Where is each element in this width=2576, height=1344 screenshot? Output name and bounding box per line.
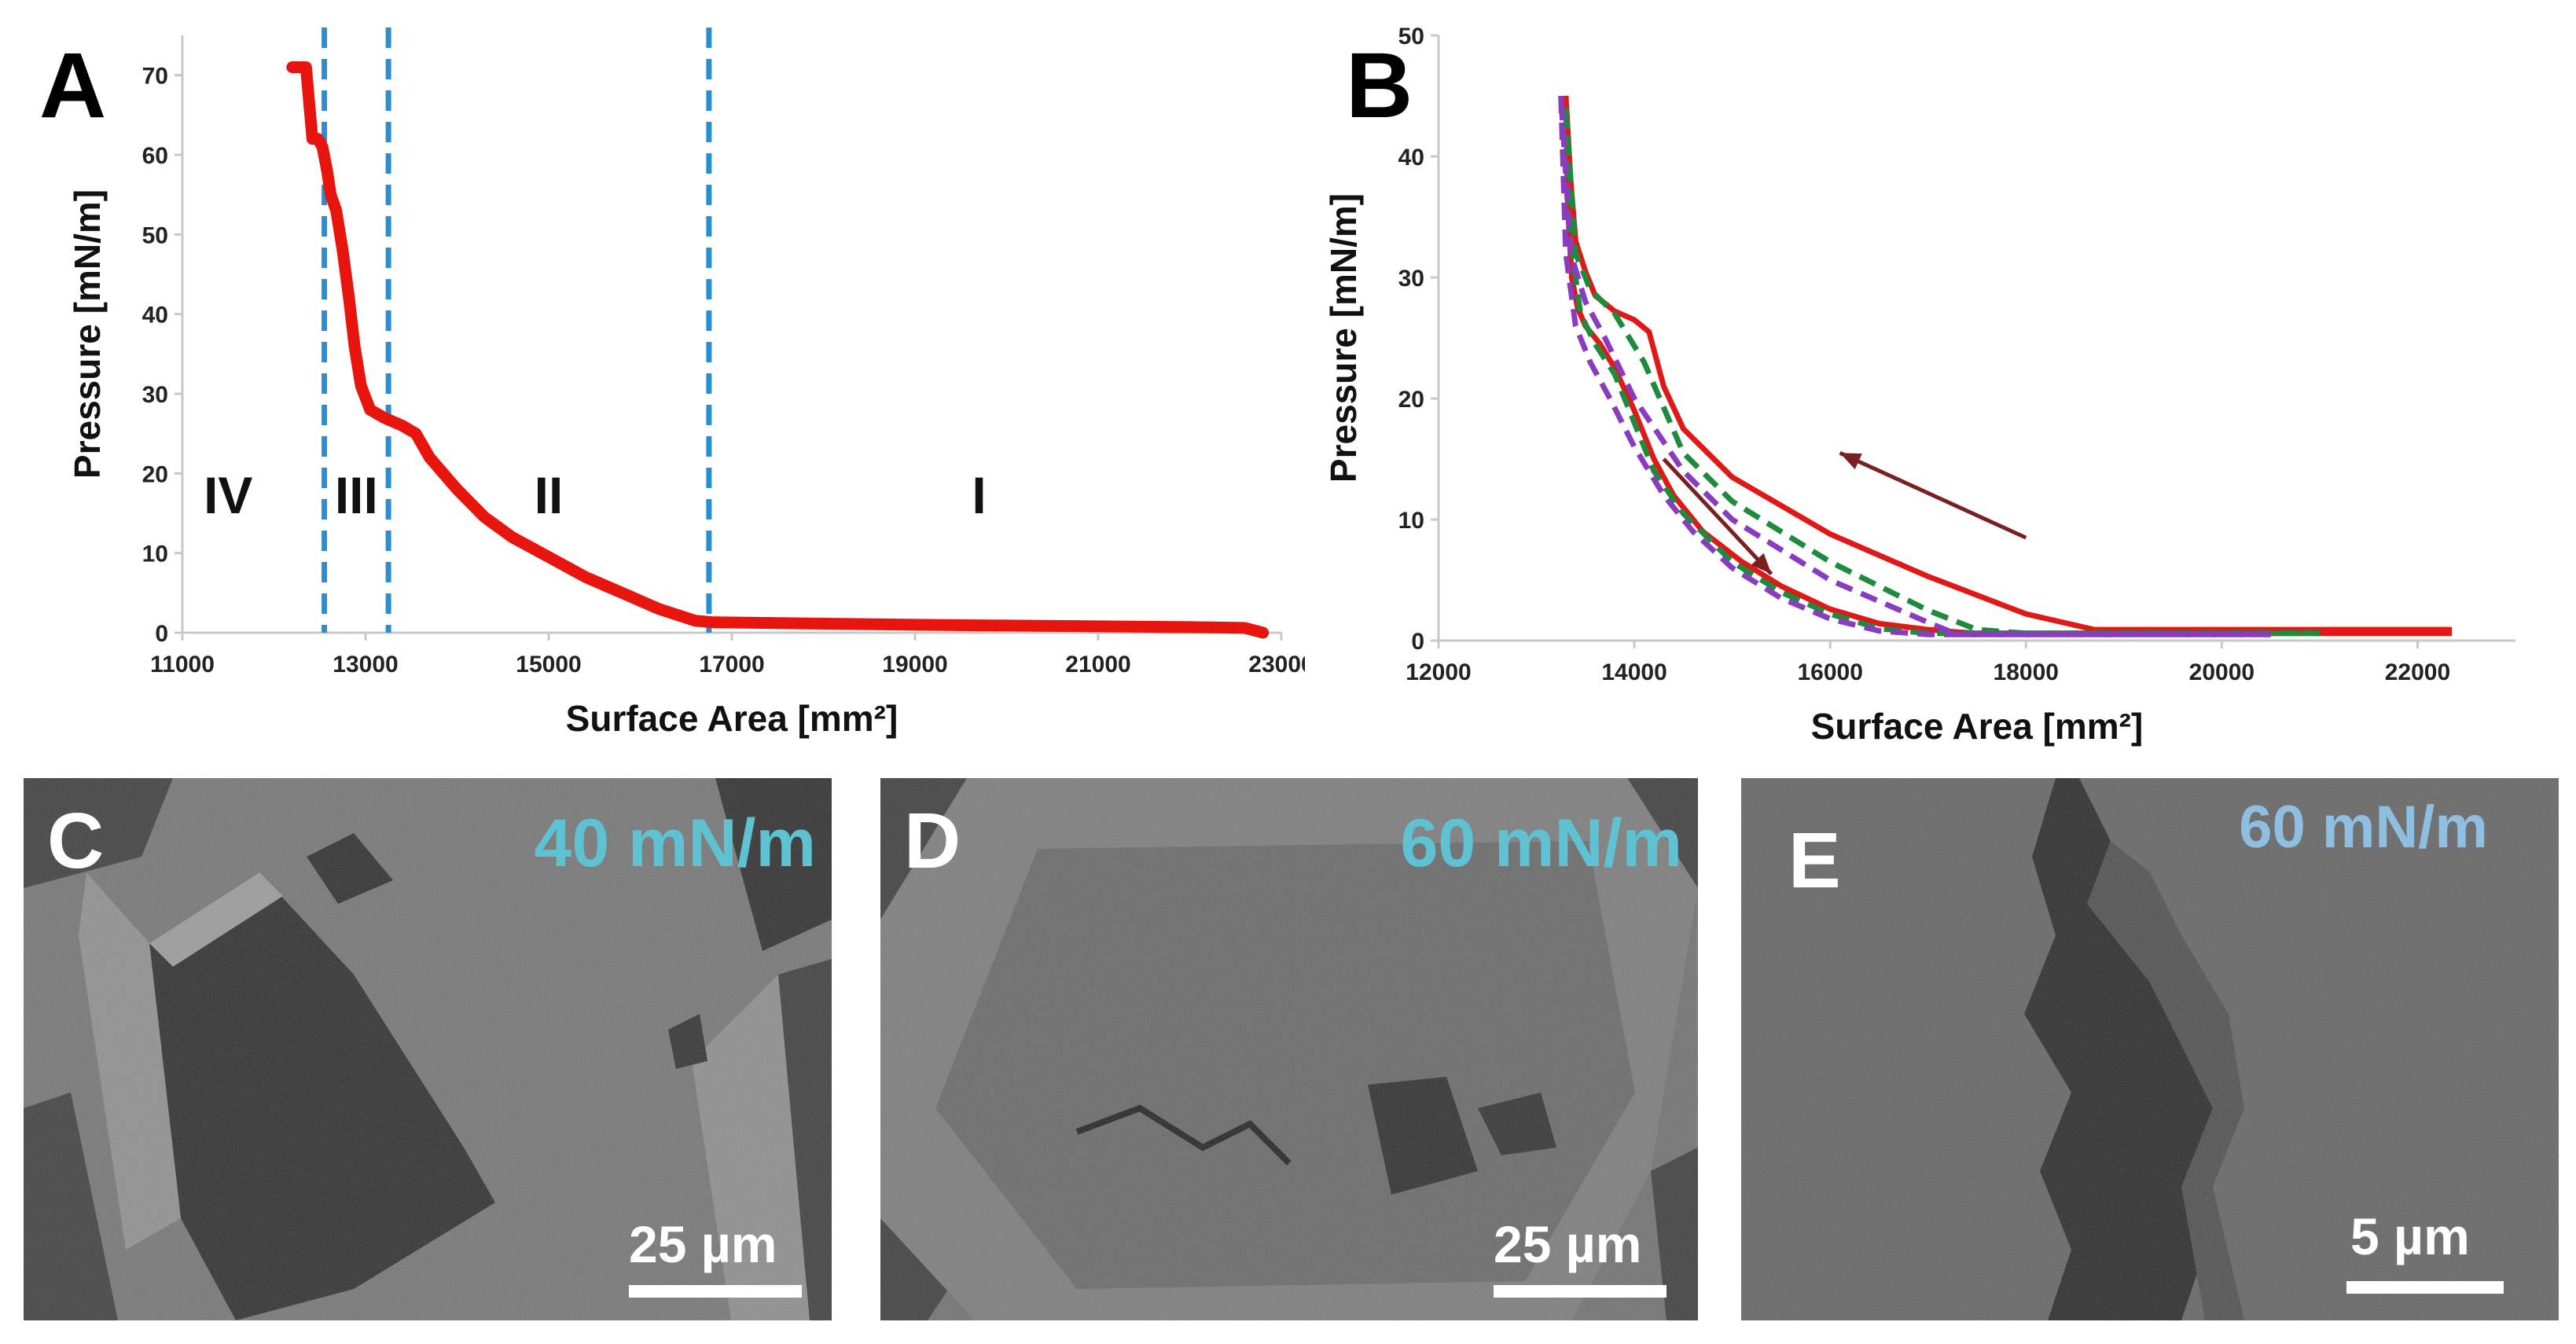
region-label: I <box>972 466 986 524</box>
scale-bar-c <box>629 1285 802 1298</box>
series-cycle-2-compression <box>1563 108 2320 637</box>
x-tick-label: 21000 <box>1065 652 1130 678</box>
panel-label-d: D <box>904 797 961 885</box>
x-axis-label-a: Surface Area [mm²] <box>566 698 898 739</box>
scale-bar-e <box>2346 1281 2504 1294</box>
x-axis-label-b: Surface Area [mm²] <box>1811 706 2144 747</box>
x-tick-label: 23000 <box>1248 652 1305 678</box>
y-tick-label: 60 <box>142 143 168 169</box>
series-cycle-3-expansion <box>1558 95 2271 637</box>
scale-label-e: 5 µm <box>2350 1207 2470 1265</box>
y-axis-label-b: Pressure [mN/m] <box>1323 193 1364 483</box>
series-cycle-1-compression <box>1563 95 2452 633</box>
series-cycle-1-expansion <box>1563 95 2452 637</box>
series-isotherm <box>286 61 1270 639</box>
y-tick-label: 10 <box>142 542 168 567</box>
x-tick-label: 17000 <box>699 652 764 678</box>
y-tick-label: 40 <box>1398 145 1424 171</box>
chart-b: 0 10 20 30 40 50 12000 14000 16000 18000 20000 2200… <box>1323 24 2515 747</box>
y-tick-label: 50 <box>1398 24 1424 50</box>
x-tick-label: 19000 <box>882 652 947 678</box>
expansion-arrow <box>1662 457 1773 576</box>
y-tick-label: 70 <box>142 64 168 90</box>
sem-image-d: D 60 mN/m 25 µm <box>880 778 1698 1320</box>
panel-label-a: A <box>39 34 107 138</box>
x-tick-label: 18000 <box>1994 659 2059 685</box>
x-tick-label: 11000 <box>150 652 215 678</box>
pressure-label-c: 40 mN/m <box>534 806 817 881</box>
y-tick-label: 40 <box>142 303 168 329</box>
x-tick-label: 14000 <box>1601 659 1666 685</box>
y-tick-label: 0 <box>1411 629 1424 655</box>
chart-a: 0 10 20 30 40 50 60 70 11000 13000 15000 17000 19000… <box>67 28 1305 739</box>
x-tick-label: 16000 <box>1797 659 1862 685</box>
scale-label-d: 25 µm <box>1494 1215 1642 1273</box>
sem-texture-d <box>880 778 1698 1320</box>
sem-image-e: E 60 mN/m 5 µm <box>1741 778 2559 1320</box>
panel-label-c: C <box>47 797 105 885</box>
pressure-label-d: 60 mN/m <box>1400 806 1683 881</box>
x-tick-label: 22000 <box>2385 659 2450 685</box>
y-tick-label: 0 <box>155 621 168 647</box>
series-cycle-3-compression <box>1558 95 2271 637</box>
compression-arrow <box>1839 451 2027 540</box>
y-tick-label: 30 <box>142 382 168 408</box>
y-tick-label: 20 <box>142 461 168 487</box>
scale-label-c: 25 µm <box>629 1215 777 1273</box>
sem-texture-c <box>24 778 832 1320</box>
x-tick-label: 13000 <box>333 652 398 678</box>
x-tick-label: 20000 <box>2189 659 2254 685</box>
x-tick-label: 15000 <box>516 652 581 678</box>
panel-label-e: E <box>1788 817 1841 905</box>
region-label: III <box>335 466 378 524</box>
y-tick-label: 10 <box>1398 508 1424 534</box>
series-cycle-2-expansion <box>1563 108 2320 637</box>
sem-image-c: C 40 mN/m 25 µm <box>24 778 832 1320</box>
region-label: II <box>535 466 564 524</box>
scale-bar-d <box>1494 1285 1666 1298</box>
pressure-label-e: 60 mN/m <box>2239 794 2488 861</box>
y-tick-label: 50 <box>142 222 168 248</box>
region-label: IV <box>204 466 252 524</box>
sem-texture-e <box>1741 778 2559 1320</box>
y-axis-label-a: Pressure [mN/m] <box>67 189 108 479</box>
y-tick-label: 20 <box>1398 387 1424 413</box>
x-tick-label: 12000 <box>1406 659 1471 685</box>
y-tick-label: 30 <box>1398 266 1424 292</box>
panel-label-b: B <box>1346 34 1413 138</box>
